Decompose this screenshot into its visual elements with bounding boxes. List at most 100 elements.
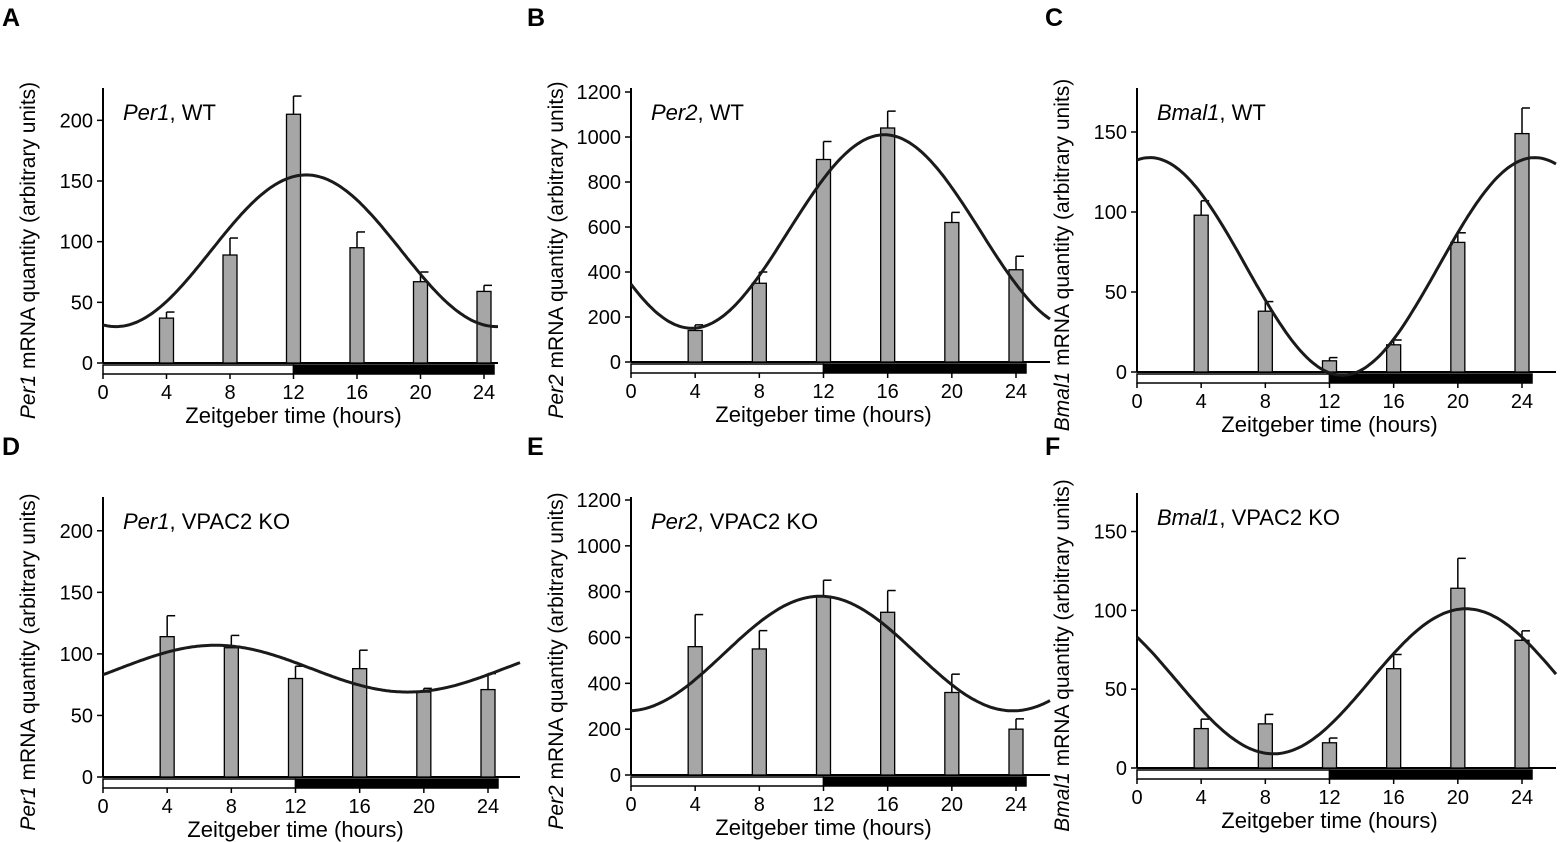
panel-title-gene: Bmal1 [1157, 505, 1219, 530]
x-tick-label: 20 [413, 796, 435, 818]
fit-curve [1136, 156, 1557, 377]
y-tick-label: 200 [588, 307, 621, 329]
y-tick-label: 800 [588, 172, 621, 194]
y-tick-label: 150 [1094, 522, 1127, 544]
bar [815, 158, 832, 363]
y-tick-label: 1200 [577, 490, 622, 512]
bar [687, 646, 703, 776]
bar [687, 329, 703, 363]
x-tick-label: 8 [224, 382, 235, 404]
x-tick-label: 24 [1511, 391, 1533, 413]
y-tick-label: 400 [588, 262, 621, 284]
y-axis-title-gene: Bmal1 [1051, 772, 1074, 832]
y-tick-label: 150 [1094, 122, 1127, 144]
y-tick-label: 200 [60, 110, 93, 132]
y-axis-title-gene: Per2 [545, 374, 568, 419]
bar [1321, 742, 1338, 769]
panel-title: Per2, WT [651, 100, 744, 125]
x-tick-label: 0 [625, 381, 636, 403]
x-axis-title: Zeitgeber time (hours) [1221, 808, 1437, 833]
panel-title-genotype: , VPAC2 KO [169, 509, 290, 534]
panel-title-genotype: , WT [1219, 100, 1265, 125]
x-axis-title: Zeitgeber time (hours) [715, 815, 931, 840]
x-tick-label: 8 [1260, 391, 1271, 413]
bar [1450, 587, 1466, 769]
y-axis-title-text: mRNA quantity (arbitrary units) [1051, 79, 1074, 372]
panel-B: B 0 200 400 600 800 1000 1200 0 4 8 12 16 20 24 Zeitgeb… [527, 4, 1051, 427]
x-tick-label: 20 [409, 382, 431, 404]
panel-title: Bmal1, VPAC2 KO [1157, 505, 1340, 530]
bar [287, 677, 304, 778]
y-tick-label: 150 [60, 171, 93, 193]
y-axis-title-gene: Bmal1 [1051, 372, 1074, 432]
panel-title-gene: Bmal1 [1157, 100, 1219, 125]
bar [815, 595, 832, 776]
y-axis-title-text: mRNA quantity (arbitrary units) [17, 82, 40, 375]
x-tick-label: 24 [1511, 787, 1533, 809]
y-tick-label: 100 [1094, 202, 1127, 224]
y-axis-title: Bmal1 mRNA quantity (arbitrary units) [1051, 479, 1074, 831]
panel-label: F [1045, 433, 1060, 461]
x-tick-label: 24 [1005, 794, 1027, 816]
panel-D: D 0 50 100 150 200 0 4 8 12 16 20 24 Zeitgeber time (… [2, 433, 521, 842]
dark-phase-bar [294, 778, 499, 789]
bar [1257, 723, 1273, 769]
bar [1514, 639, 1530, 769]
x-tick-label: 4 [162, 796, 173, 818]
dark-phase-bar [822, 363, 1027, 374]
x-tick-label: 12 [812, 794, 834, 816]
x-tick-label: 16 [877, 381, 899, 403]
dark-phase-bar [822, 776, 1027, 787]
x-tick-label: 8 [754, 381, 765, 403]
y-tick-label: 0 [1116, 758, 1127, 780]
y-tick-label: 1000 [577, 127, 622, 149]
y-axis-title: Per2 mRNA quantity (arbitrary units) [545, 81, 568, 418]
x-tick-label: 16 [877, 794, 899, 816]
x-tick-label: 16 [1383, 391, 1405, 413]
bar [1386, 344, 1402, 373]
y-tick-label: 200 [588, 719, 621, 741]
x-tick-label: 24 [1005, 381, 1027, 403]
y-tick-label: 150 [60, 582, 93, 604]
panel-title-gene: Per2 [651, 100, 697, 125]
x-axis-title: Zeitgeber time (hours) [1221, 412, 1437, 437]
x-tick-label: 12 [1318, 787, 1340, 809]
light-phase-bar [1136, 769, 1331, 780]
y-axis-title: Per1 mRNA quantity (arbitrary units) [17, 82, 40, 419]
light-phase-bar [630, 776, 825, 787]
y-tick-label: 50 [1105, 282, 1127, 304]
bar [1514, 132, 1530, 373]
y-tick-label: 600 [588, 217, 621, 239]
y-axis-title-text: mRNA quantity (arbitrary units) [1051, 479, 1074, 772]
x-tick-label: 16 [1383, 787, 1405, 809]
panel-title-genotype: , VPAC2 KO [1219, 505, 1340, 530]
light-phase-bar [1136, 373, 1331, 384]
x-tick-label: 0 [1131, 391, 1142, 413]
panel-F: F 0 50 100 150 0 4 8 12 16 20 24 Zeitgeber time (hou… [1045, 433, 1558, 833]
x-axis-title: Zeitgeber time (hours) [715, 402, 931, 427]
x-tick-label: 8 [754, 794, 765, 816]
bar [1386, 668, 1402, 769]
panel-label: D [2, 433, 20, 461]
panel-label: B [527, 4, 545, 32]
bar [944, 221, 960, 363]
x-tick-label: 12 [812, 381, 834, 403]
x-tick-label: 12 [282, 382, 304, 404]
bar [1257, 310, 1273, 373]
y-tick-label: 100 [60, 644, 93, 666]
panel-E: E 0 200 400 600 800 1000 1200 0 4 8 12 16 20 24 Zeitgeb… [527, 433, 1051, 840]
light-phase-bar [102, 364, 295, 375]
panel-A: A 0 50 100 150 200 0 4 8 12 16 20 24 Zeitgeber time (… [2, 4, 498, 428]
y-tick-label: 600 [588, 628, 621, 650]
dark-phase-bar [1328, 373, 1533, 384]
panel-title-gene: Per1 [123, 509, 169, 534]
x-tick-label: 4 [690, 381, 701, 403]
bar [158, 317, 175, 364]
x-tick-label: 20 [941, 381, 963, 403]
y-tick-label: 800 [588, 582, 621, 604]
y-axis-title-gene: Per1 [17, 375, 40, 419]
bar [222, 254, 238, 364]
x-tick-label: 12 [284, 796, 306, 818]
x-tick-label: 0 [97, 796, 108, 818]
